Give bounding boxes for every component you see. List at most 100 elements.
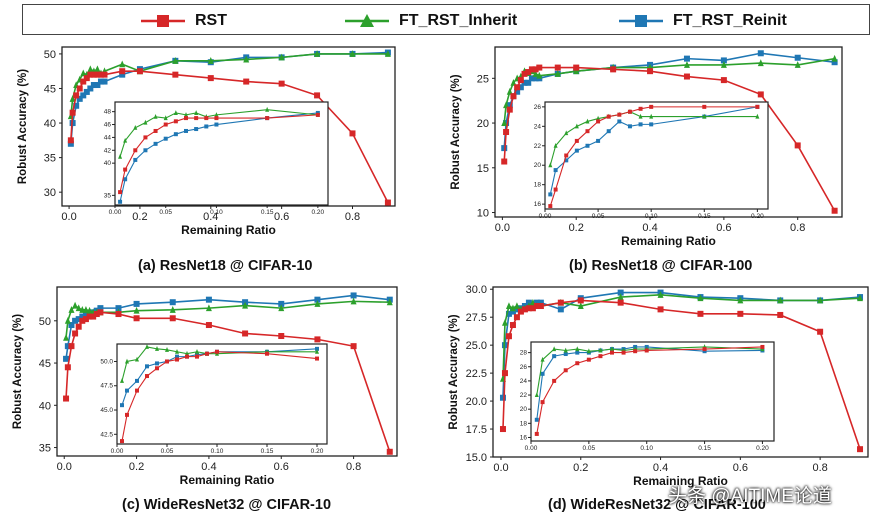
chart-c-point-FT_RST_Reinit (75, 316, 82, 323)
chart-d-point-RST (499, 426, 506, 433)
chart-d-point-RST (617, 299, 624, 306)
chart-b-inset-group: 0.00 0.05 0.10 0.15 0.20 16 18 20 22 24 26 (534, 101, 769, 220)
chart-b-point-FT_RST_Inherit (501, 119, 508, 127)
chart-a-ytick-label: 30 (44, 187, 56, 199)
chart-b-inset-point-FT_RST_Inherit (638, 113, 643, 119)
chart-d-inset-ytick-label: 28 (520, 350, 528, 357)
chart-a-inset-point-RST (123, 167, 128, 172)
chart-b-inset-point-FT_RST_Reinit (553, 168, 558, 173)
chart-c-inset-xtick-label: 0.05 (161, 448, 174, 455)
chart-a-point-RST (97, 71, 104, 78)
chart-d-point-RST (817, 328, 824, 335)
chart-a-inset-point-FT_RST_Inherit (163, 115, 168, 121)
chart-b-inset-xtick-label: 0.15 (698, 213, 711, 220)
chart-d-inset-point-FT_RST_Reinit (534, 417, 539, 422)
chart-c-inset-point-RST (185, 354, 189, 359)
chart-d-point-RST (857, 446, 864, 453)
legend-entry-rst: RST (141, 5, 227, 36)
chart-c-point-RST (242, 330, 249, 337)
chart-d-point-FT_RST_Inherit (697, 294, 704, 302)
chart-b-inset-ytick-label: 20 (534, 162, 542, 169)
chart-d-point-FT_RST_Reinit (509, 308, 516, 315)
chart-d-ytick-label: 25.0 (466, 340, 487, 352)
chart-d-point-FT_RST_Inherit (777, 296, 784, 304)
chart-c-point-RST (350, 343, 357, 350)
chart-c-point-FT_RST_Reinit (64, 343, 71, 350)
chart-b-inset-point-FT_RST_Inherit (585, 118, 590, 124)
chart-c-xtick-label: 0.0 (57, 461, 72, 473)
chart-c-point-RST (386, 448, 393, 455)
chart-b-ylabel: Robust Accuracy (%) (450, 74, 462, 189)
chart-a-point-FT_RST_Inherit (278, 53, 285, 61)
chart-a-point-FT_RST_Reinit (87, 85, 94, 92)
chart-a-inset-point-RST (153, 128, 158, 133)
chart-c-inset-point-FT_RST_Inherit (145, 344, 149, 349)
legend-marker-rst (141, 14, 185, 27)
legend-label-inherit: FT_RST_Inherit (399, 11, 518, 29)
chart-c-inset-ytick-label: 47.5 (100, 383, 113, 390)
chart-c-point-FT_RST_Reinit (169, 299, 176, 306)
chart-b-inset-point-RST (627, 109, 632, 114)
chart-a-point-FT_RST_Reinit (83, 88, 90, 95)
chart-c-point-FT_RST_Reinit (314, 296, 321, 303)
chart-a-inset-point-FT_RST_Reinit (143, 148, 148, 153)
legend-marker-reinit (619, 14, 663, 27)
chart-a-inset-point-FT_RST_Inherit (173, 110, 178, 115)
chart-a-point-RST (76, 85, 83, 92)
chart-c-point-RST (205, 322, 212, 329)
chart-a-point-RST (80, 78, 87, 85)
chart-b-point-FT_RST_Reinit (528, 75, 535, 82)
chart-c-xtick-label: 0.2 (129, 461, 144, 473)
chart-b-inset-point-FT_RST_Inherit (564, 130, 569, 136)
chart-a-point-FT_RST_Reinit (76, 95, 83, 102)
chart-d-point-FT_RST_Inherit (817, 296, 824, 304)
chart-b-point-RST (573, 64, 580, 71)
chart-a-inset-point-RST (143, 135, 148, 140)
caption-a: (a) ResNet18 @ CIFAR-10 (138, 258, 313, 274)
chart-a-xlabel: Remaining Ratio (181, 223, 276, 237)
chart-a-point-RST (94, 71, 101, 78)
chart-c-inset-frame (116, 343, 328, 445)
chart-a-point-RST (243, 78, 250, 85)
legend-marker-inherit (345, 13, 389, 27)
chart-d-inset-point-RST (621, 350, 626, 355)
chart-d-inset-ytick-label: 22 (520, 392, 528, 399)
chart-d-inset-point-RST (598, 354, 603, 359)
chart-d-point-RST (777, 311, 784, 318)
chart-c-inset-group: 0.00 0.05 0.10 0.15 0.20 42.5 45.0 47.5 50.0 (100, 343, 328, 455)
chart-a-point-FT_RST_Reinit (80, 92, 87, 99)
chart-c-inset-point-FT_RST_Reinit (125, 388, 129, 393)
chart-b-xtick-label: 0.0 (495, 222, 510, 234)
chart-a-point-FT_RST_Inherit (314, 50, 321, 57)
chart-b-point-FT_RST_Reinit (525, 79, 532, 86)
chart-c-inset-point-RST (120, 439, 124, 444)
chart-b-inset-point-FT_RST_Inherit (553, 142, 558, 148)
chart-a-point-RST (349, 130, 356, 137)
chart-c-inset-ytick-label: 45.0 (100, 407, 113, 414)
chart-d-point-RST (517, 308, 524, 315)
chart-a-inset-group: 0.00 0.05 0.10 0.15 0.20 35 40 42 44 46 48 (104, 101, 329, 216)
chart-c-inset-point-FT_RST_Inherit (135, 356, 139, 362)
chart-c-point-FT_RST_Inherit (350, 297, 357, 305)
chart-a-ytick-label: 50 (44, 49, 56, 61)
watermark: 头条 @AITIME论道 (668, 486, 832, 507)
chart-c-inset-point-RST (315, 356, 319, 361)
chart-a-inset-point-FT_RST_Reinit (163, 136, 168, 141)
chart-b-point-FT_RST_Inherit (757, 59, 764, 67)
chart-d-inset-frame (530, 341, 775, 442)
chart-b-inset-point-RST (638, 106, 643, 111)
chart-d-inset-point-FT_RST_Reinit (563, 352, 568, 357)
chart-d-inset-point-RST (633, 349, 638, 354)
chart-d-point-RST (505, 333, 512, 340)
chart-c-inset-point-RST (205, 351, 209, 356)
chart-d-inset-point-FT_RST_Inherit (563, 347, 568, 353)
chart-c-point-FT_RST_Inherit (386, 298, 393, 306)
chart-d-point-RST (577, 297, 584, 304)
chart-a-inset-point-FT_RST_Inherit (143, 119, 148, 125)
chart-c-point-FT_RST_Reinit (115, 305, 122, 312)
chart-c-xtick-label: 0.6 (274, 461, 289, 473)
chart-c-point-RST (68, 343, 75, 350)
chart-c-point-FT_RST_Inherit (72, 301, 79, 309)
chart-a-xtick-label: 0.6 (274, 211, 289, 223)
chart-a-point-FT_RST_Inherit (243, 55, 250, 63)
